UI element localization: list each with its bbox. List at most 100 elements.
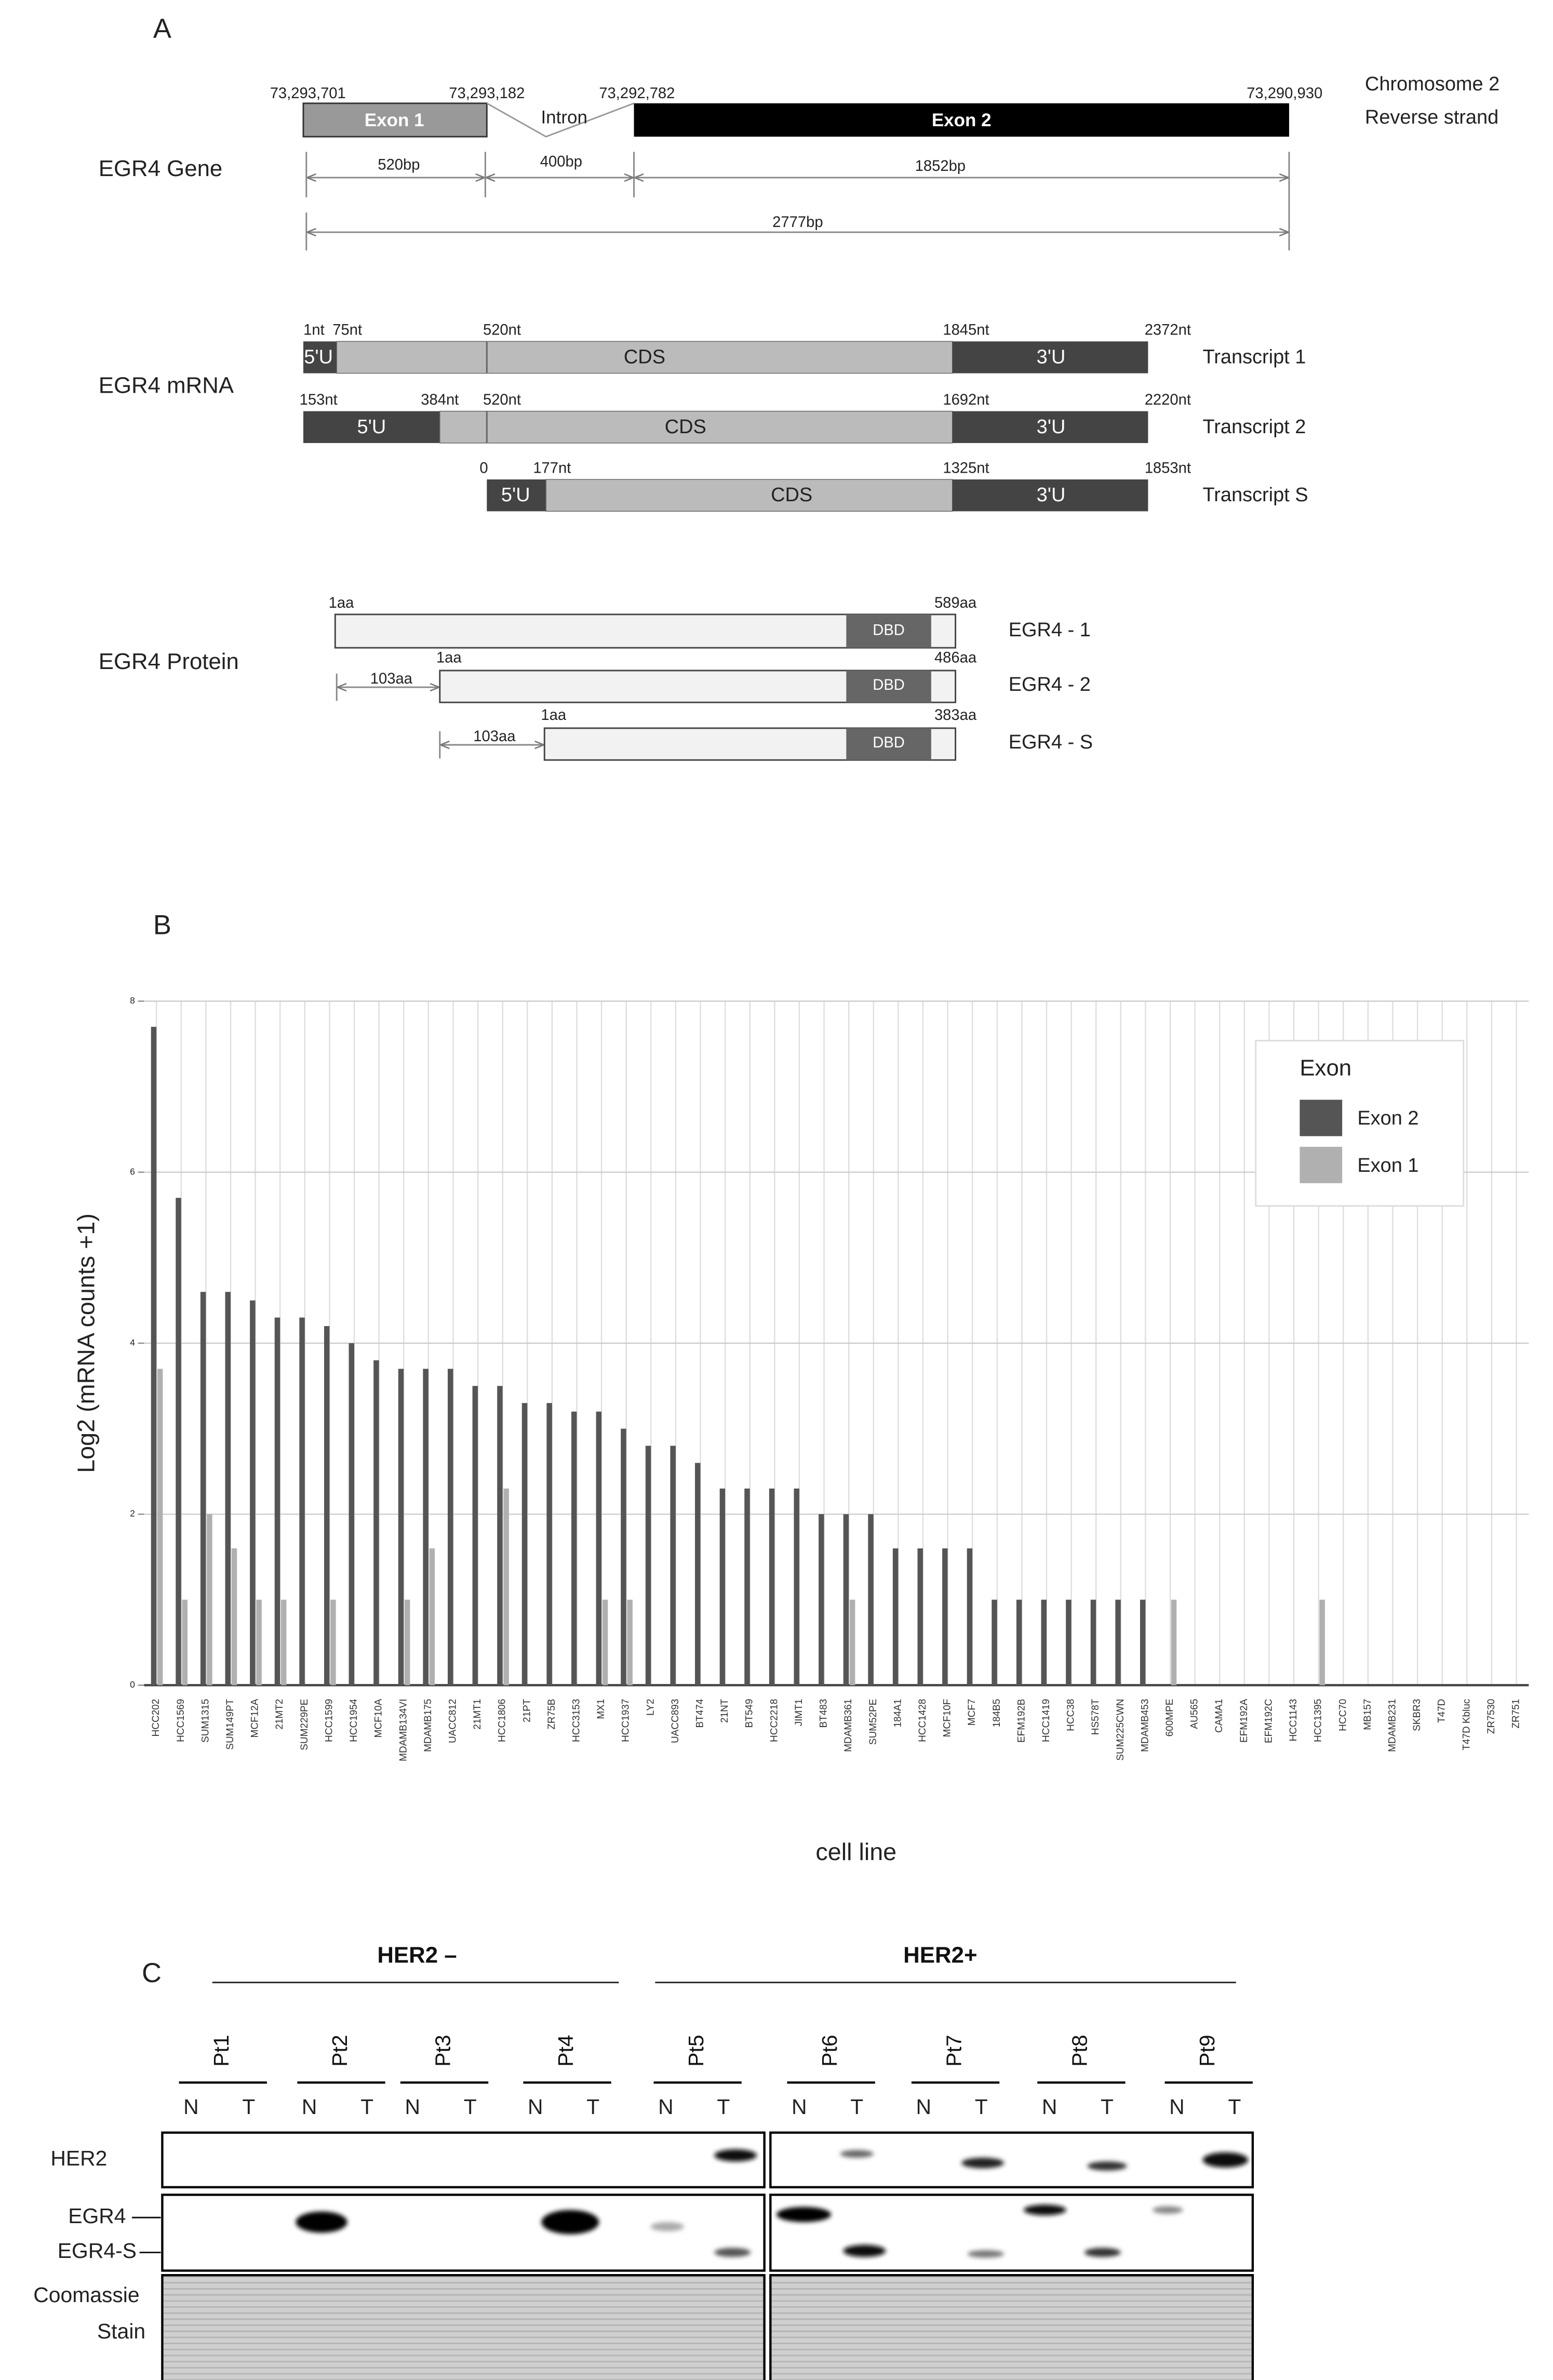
label: HCC1569 bbox=[176, 1699, 186, 1742]
panel-c-shapes bbox=[161, 1982, 1254, 2380]
label: Pt8 bbox=[1068, 2035, 1092, 2066]
label: Log2 (mRNA counts +1) bbox=[73, 1213, 100, 1473]
exon-2-box bbox=[634, 103, 1289, 137]
band bbox=[296, 2211, 347, 2233]
label: 1853nt bbox=[1145, 460, 1191, 476]
label: A bbox=[153, 14, 171, 44]
label: 3'U bbox=[1037, 484, 1066, 506]
label: Pt3 bbox=[431, 2035, 454, 2066]
label: 2372nt bbox=[1145, 322, 1191, 339]
panel-a-shapes bbox=[302, 102, 1290, 761]
label: 2777bp bbox=[772, 214, 823, 231]
bar bbox=[250, 1300, 256, 1686]
bar bbox=[299, 1317, 305, 1686]
label: 73,293,182 bbox=[449, 85, 525, 102]
label: HCC1419 bbox=[1041, 1699, 1052, 1742]
label: N bbox=[1042, 2095, 1057, 2119]
label: T bbox=[1101, 2095, 1114, 2119]
label: MCF10A bbox=[373, 1699, 384, 1737]
label: MDAMB175 bbox=[423, 1699, 434, 1752]
label: T47D bbox=[1437, 1699, 1448, 1723]
label: CDS bbox=[665, 416, 706, 438]
label: 153nt bbox=[300, 392, 338, 408]
label: Pt9 bbox=[1195, 2035, 1219, 2066]
label: 184B5 bbox=[992, 1699, 1002, 1728]
band bbox=[967, 2250, 1004, 2258]
label: 5'U bbox=[501, 484, 530, 506]
label: Pt5 bbox=[684, 2035, 708, 2066]
label: 1aa bbox=[329, 595, 354, 611]
label: MCF10F bbox=[942, 1699, 953, 1737]
dbd-box bbox=[846, 728, 931, 760]
bar bbox=[324, 1326, 330, 1686]
band bbox=[1087, 2161, 1127, 2171]
label: SUM229PE bbox=[299, 1699, 310, 1750]
label: T bbox=[975, 2095, 988, 2119]
bar bbox=[849, 1599, 855, 1686]
label: T bbox=[360, 2095, 373, 2119]
band bbox=[961, 2157, 1004, 2169]
label: HCC1143 bbox=[1288, 1699, 1299, 1742]
bar bbox=[447, 1369, 453, 1686]
bar bbox=[1171, 1599, 1177, 1686]
label: SUM225CWN bbox=[1115, 1699, 1126, 1761]
label: DBD bbox=[873, 677, 905, 693]
label: T bbox=[242, 2095, 255, 2119]
band bbox=[1153, 2206, 1183, 2214]
bar bbox=[429, 1548, 435, 1686]
label: HCC1428 bbox=[917, 1699, 928, 1742]
label: 1aa bbox=[436, 649, 462, 666]
label: HCC1954 bbox=[349, 1699, 359, 1742]
label: 4 bbox=[130, 1338, 135, 1348]
bar bbox=[1090, 1599, 1096, 1686]
label: Transcript 1 bbox=[1202, 346, 1306, 368]
label: EGR4 Protein bbox=[99, 649, 239, 674]
label: HER2 bbox=[50, 2146, 107, 2170]
label: 1aa bbox=[541, 707, 566, 724]
label: HER2+ bbox=[903, 1943, 977, 1968]
bar bbox=[917, 1548, 923, 1686]
label: 8 bbox=[130, 995, 135, 1006]
label: EGR4-S bbox=[58, 2239, 137, 2263]
dbd-box bbox=[846, 670, 931, 703]
label: CDS bbox=[624, 346, 665, 368]
label: BT474 bbox=[695, 1699, 706, 1728]
label: Exon 2 bbox=[932, 110, 992, 130]
bar bbox=[1115, 1599, 1121, 1686]
band bbox=[1202, 2152, 1249, 2168]
label: 520nt bbox=[483, 322, 521, 339]
bar bbox=[1066, 1599, 1072, 1686]
label: SUM52PE bbox=[868, 1699, 879, 1745]
bar bbox=[627, 1599, 633, 1686]
bar bbox=[503, 1488, 509, 1686]
legend-swatch bbox=[1300, 1100, 1343, 1136]
band bbox=[650, 2222, 684, 2231]
bar bbox=[472, 1386, 478, 1686]
label: Pt4 bbox=[554, 2035, 578, 2066]
bar bbox=[151, 1026, 157, 1686]
label: 3'U bbox=[1037, 416, 1066, 438]
bar bbox=[231, 1548, 237, 1686]
label: 177nt bbox=[533, 460, 571, 476]
blot-her2 bbox=[161, 2131, 766, 2189]
label: Reverse strand bbox=[1365, 106, 1498, 128]
band bbox=[714, 2248, 751, 2257]
bar bbox=[1140, 1599, 1146, 1686]
label: 2220nt bbox=[1145, 392, 1191, 408]
band bbox=[541, 2210, 599, 2235]
bar bbox=[274, 1317, 280, 1686]
label: HCC1395 bbox=[1313, 1699, 1324, 1742]
label: N bbox=[916, 2095, 931, 2119]
band bbox=[776, 2207, 832, 2223]
label: Stain bbox=[97, 2319, 145, 2343]
legend-box bbox=[1255, 1039, 1465, 1207]
label: DBD bbox=[873, 622, 905, 639]
bar bbox=[744, 1488, 750, 1686]
label: HCC1599 bbox=[324, 1699, 334, 1742]
label: 384nt bbox=[421, 392, 459, 408]
label: EFM192C bbox=[1263, 1699, 1274, 1743]
label: 73,293,701 bbox=[270, 85, 346, 102]
label: Pt7 bbox=[942, 2035, 966, 2066]
label: 73,292,782 bbox=[599, 85, 675, 102]
label: ZR7530 bbox=[1486, 1699, 1497, 1734]
